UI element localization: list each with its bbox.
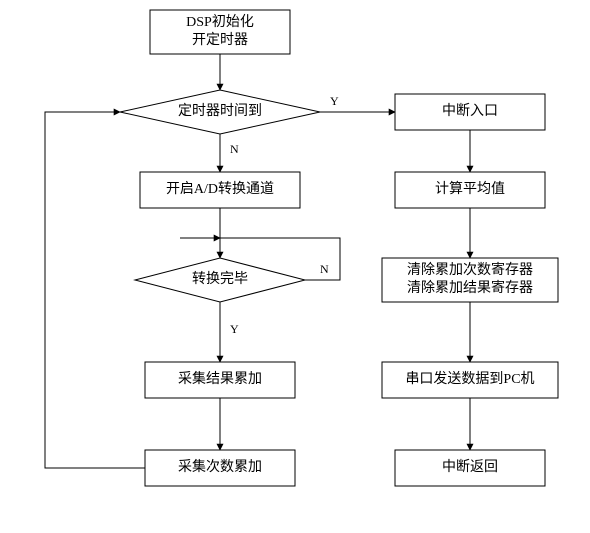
edge-label-e2: N [230,142,239,156]
svg-text:计算平均值: 计算平均值 [435,181,505,197]
svg-text:清除累加次数寄存器: 清除累加次数寄存器 [407,261,533,278]
node-n0: DSP初始化开定时器 [150,10,290,54]
node-n5: 采集次数累加 [145,450,295,486]
edge-e7 [45,112,145,468]
edge-label-e1: Y [330,94,339,108]
edge-label-e5: Y [230,322,239,336]
node-n4: 采集结果累加 [145,362,295,398]
node-n7: 计算平均值 [395,172,545,208]
svg-text:串口发送数据到PC机: 串口发送数据到PC机 [405,371,534,387]
node-n9: 串口发送数据到PC机 [382,362,558,398]
node-n8: 清除累加次数寄存器清除累加结果寄存器 [382,258,558,302]
svg-text:转换完毕: 转换完毕 [192,270,248,287]
node-n10: 中断返回 [395,450,545,486]
node-d1: 定时器时间到 [120,90,320,134]
svg-text:清除累加结果寄存器: 清除累加结果寄存器 [407,279,533,296]
svg-text:定时器时间到: 定时器时间到 [178,103,262,119]
svg-text:开启A/D转换通道: 开启A/D转换通道 [166,180,274,197]
svg-text:DSP初始化: DSP初始化 [186,13,254,30]
svg-text:开定时器: 开定时器 [192,32,248,48]
node-n6: 中断入口 [395,94,545,130]
svg-text:中断返回: 中断返回 [442,459,498,475]
node-d2: 转换完毕 [135,258,305,302]
flowchart-canvas: Y N N Y DSP初始化开定时器定时器时间到开启A/D转换通道转换完毕采集结果累加采… [0,0,590,533]
svg-text:采集结果累加: 采集结果累加 [178,370,262,387]
edge-label-e4: N [320,262,329,276]
node-n2: 开启A/D转换通道 [140,172,300,208]
svg-text:中断入口: 中断入口 [442,103,498,119]
svg-text:采集次数累加: 采集次数累加 [178,458,262,475]
